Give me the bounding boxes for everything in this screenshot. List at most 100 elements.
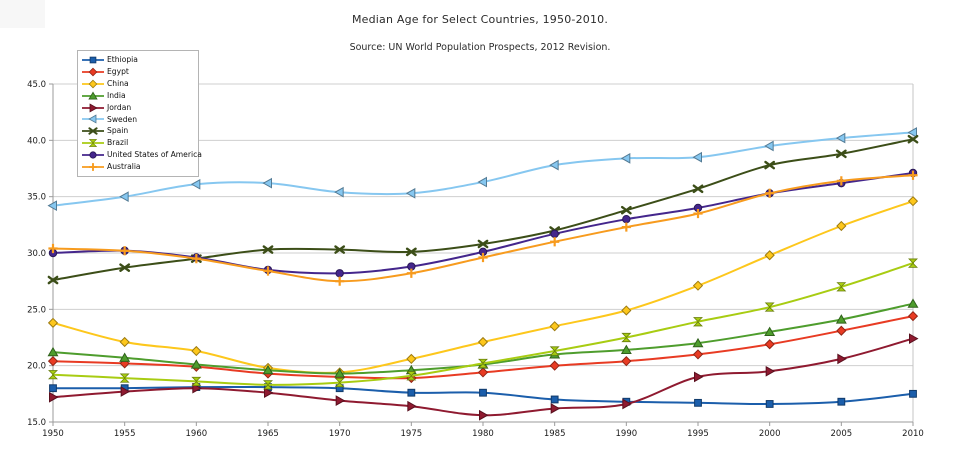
- diamond-marker-icon: [692, 280, 704, 291]
- triangle-up-marker-icon: [907, 298, 919, 308]
- diamond-marker-icon: [836, 325, 847, 336]
- legend-label: Spain: [107, 126, 129, 136]
- x-marker-icon: [47, 275, 59, 285]
- plus-marker-icon: [263, 266, 273, 276]
- x-marker-icon: [620, 205, 632, 215]
- plus-marker-icon: [406, 268, 416, 278]
- triangle-right-marker-icon: [479, 409, 489, 421]
- diamond-marker-icon: [907, 310, 919, 322]
- circle-marker-icon: [89, 151, 97, 159]
- square-marker-icon: [694, 398, 702, 407]
- diamond-marker-icon: [47, 317, 59, 328]
- triangle-right-marker-icon: [765, 365, 776, 377]
- x-marker-icon: [262, 245, 274, 254]
- diamond-marker-icon: [692, 349, 704, 360]
- triangle-left-marker-icon: [692, 151, 702, 163]
- legend-item-india: India: [81, 90, 196, 102]
- circle-marker-icon: [335, 269, 344, 278]
- hourglass-marker-icon: [478, 358, 488, 369]
- y-axis-label: 40.0: [27, 136, 46, 146]
- screenshot-corner-artifact: [0, 0, 45, 28]
- x-marker-icon: [88, 127, 98, 135]
- triangle-right-marker-icon: [837, 353, 847, 365]
- triangle-up-marker-icon: [764, 326, 776, 336]
- triangle-right-marker-icon: [622, 398, 632, 410]
- legend-label: Ethiopia: [107, 55, 138, 65]
- x-axis-label: 1975: [401, 429, 423, 439]
- hourglass-marker-icon: [549, 346, 560, 356]
- series-line-australia: [52, 174, 914, 283]
- triangle-right-marker-icon: [89, 102, 98, 113]
- triangle-up-marker-icon: [835, 314, 847, 324]
- diamond-marker-icon: [47, 356, 59, 367]
- square-marker-icon: [909, 389, 917, 398]
- y-axis-label: 15.0: [27, 418, 46, 428]
- diamond-marker-icon: [549, 360, 560, 371]
- hourglass-marker-icon: [693, 317, 703, 327]
- legend-label: Sweden: [107, 114, 138, 124]
- x-marker-icon: [334, 245, 346, 254]
- plus-marker-icon: [908, 170, 918, 180]
- legend-item-sweden: Sweden: [81, 113, 196, 125]
- triangle-right-marker-icon: [694, 371, 704, 383]
- y-axis-label: 45.0: [27, 80, 46, 90]
- square-marker-icon: [89, 56, 97, 64]
- legend-label: Brazil: [107, 138, 129, 148]
- triangle-left-marker-icon: [47, 200, 57, 212]
- legend-item-australia: Australia: [81, 161, 196, 173]
- triangle-right-marker-icon: [120, 386, 131, 397]
- plus-marker-icon: [191, 254, 201, 264]
- triangle-up-marker-icon: [190, 359, 202, 369]
- x-axis-label: 1990: [616, 429, 638, 439]
- triangle-left-marker-icon: [620, 153, 631, 164]
- plus-marker-icon: [836, 176, 846, 186]
- diamond-marker-icon: [119, 336, 130, 348]
- triangle-left-marker-icon: [405, 187, 416, 199]
- plus-marker-icon: [48, 243, 58, 254]
- hourglass-marker-icon: [88, 139, 98, 148]
- plus-marker-icon: [765, 188, 775, 198]
- triangle-up-marker-icon: [692, 337, 704, 348]
- square-marker-icon: [550, 395, 559, 404]
- hourglass-marker-icon: [764, 302, 775, 312]
- square-marker-icon: [479, 388, 487, 397]
- diamond-marker-icon: [621, 305, 632, 316]
- diamond-marker-icon: [191, 345, 202, 357]
- triangle-right-marker-icon: [909, 333, 919, 344]
- legend-label: Jordan: [107, 102, 132, 112]
- legend-swatch: [82, 114, 104, 124]
- chart-title: Median Age for Select Countries, 1950-20…: [351, 13, 609, 26]
- legend-swatch: [82, 127, 104, 135]
- legend-item-brazil: Brazil: [81, 137, 196, 149]
- hourglass-marker-icon: [119, 373, 130, 383]
- diamond-marker-icon: [477, 336, 489, 348]
- hourglass-marker-icon: [908, 258, 918, 268]
- hourglass-marker-icon: [263, 380, 273, 390]
- y-axis-label: 20.0: [27, 362, 46, 372]
- triangle-up-marker-icon: [47, 346, 59, 357]
- hourglass-marker-icon: [191, 376, 202, 387]
- triangle-left-marker-icon: [334, 186, 344, 198]
- diamond-marker-icon: [406, 353, 417, 365]
- triangle-up-marker-icon: [620, 344, 632, 354]
- legend-label: Australia: [107, 162, 141, 172]
- legend-swatch: [82, 163, 104, 171]
- legend-label: Egypt: [107, 67, 129, 77]
- legend-item-united-states-of-america: United States of America: [81, 149, 202, 161]
- hourglass-marker-icon: [48, 370, 58, 380]
- x-axis-label: 2005: [831, 429, 853, 439]
- diamond-marker-icon: [477, 367, 489, 378]
- x-axis-label: 1955: [114, 429, 136, 439]
- hourglass-marker-icon: [406, 371, 417, 381]
- x-axis-label: 1980: [472, 429, 494, 439]
- triangle-left-marker-icon: [190, 178, 201, 190]
- chart-legend: Ethiopia Egypt China India Jordan Sweden Spain…: [77, 50, 202, 177]
- legend-item-china: China: [81, 78, 196, 90]
- triangle-left-marker-icon: [549, 159, 559, 171]
- x-marker-icon: [764, 160, 776, 170]
- plus-marker-icon: [550, 237, 560, 247]
- legend-swatch: [82, 151, 104, 159]
- hourglass-marker-icon: [334, 377, 345, 388]
- legend-swatch: [82, 79, 104, 89]
- x-marker-icon: [907, 134, 919, 144]
